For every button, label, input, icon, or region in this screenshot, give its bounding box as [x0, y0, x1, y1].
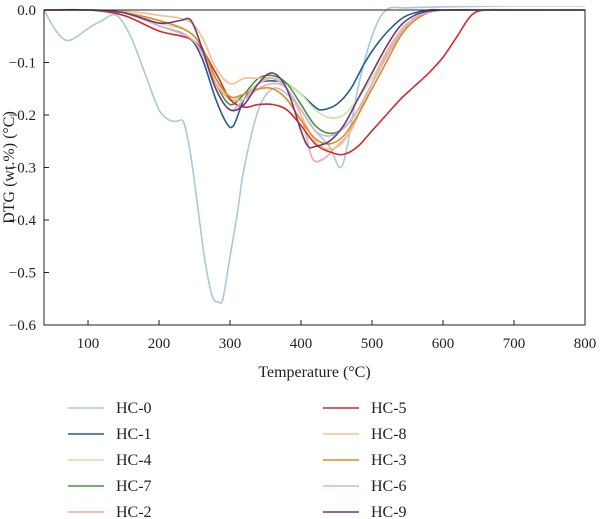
x-tick-label: 100: [77, 336, 100, 352]
legend-label: HC-8: [371, 426, 407, 443]
y-tick-label: −0.4: [9, 213, 37, 229]
legend-label: HC-0: [116, 400, 152, 417]
x-tick-label: 500: [361, 336, 384, 352]
legend-label: HC-4: [116, 452, 152, 469]
x-tick-label: 300: [219, 336, 242, 352]
series-line-hc-0: [44, 6, 585, 305]
legend-label: HC-5: [371, 400, 407, 417]
y-axis-label: DTG (wt.%) (°C): [1, 111, 18, 224]
legend-label: HC-1: [116, 426, 152, 443]
x-tick-label: 800: [574, 336, 597, 352]
series-line-hc-9: [44, 9, 585, 149]
y-tick-label: 0.0: [17, 3, 36, 19]
series-line-hc-5: [44, 8, 585, 156]
legend-label: HC-6: [371, 478, 407, 495]
x-tick-label: 400: [290, 336, 313, 352]
series-line-hc-7: [44, 9, 585, 135]
series-lines: [44, 6, 585, 305]
legend-label: HC-7: [116, 478, 152, 495]
y-tick-label: −0.2: [9, 108, 36, 124]
legend: HC-0 HC-1 HC-4 HC-7 HC-2 HC-5 HC-8 HC-3 HC-6 HC-9: [68, 400, 407, 519]
series-line-hc-6: [44, 9, 585, 137]
y-tick-label: −0.5: [9, 266, 36, 282]
x-axis-label: Temperature (°C): [258, 364, 370, 381]
x-tick-label: 700: [503, 336, 526, 352]
y-tick-label: −0.6: [9, 318, 37, 334]
x-tick-label: 600: [432, 336, 455, 352]
legend-label: HC-2: [116, 504, 152, 519]
legend-label: HC-3: [371, 452, 407, 469]
y-tick-label: −0.3: [9, 161, 36, 177]
y-tick-label: −0.1: [9, 56, 36, 72]
axis-ticks: 100 200 300 400 500 600 700 800 0.0 −0.1 −0.2 −0.3 −…: [9, 3, 596, 352]
legend-label: HC-9: [371, 504, 407, 519]
x-tick-label: 200: [148, 336, 171, 352]
plot-frame: [43, 9, 586, 326]
series-line-hc-8: [44, 9, 585, 150]
